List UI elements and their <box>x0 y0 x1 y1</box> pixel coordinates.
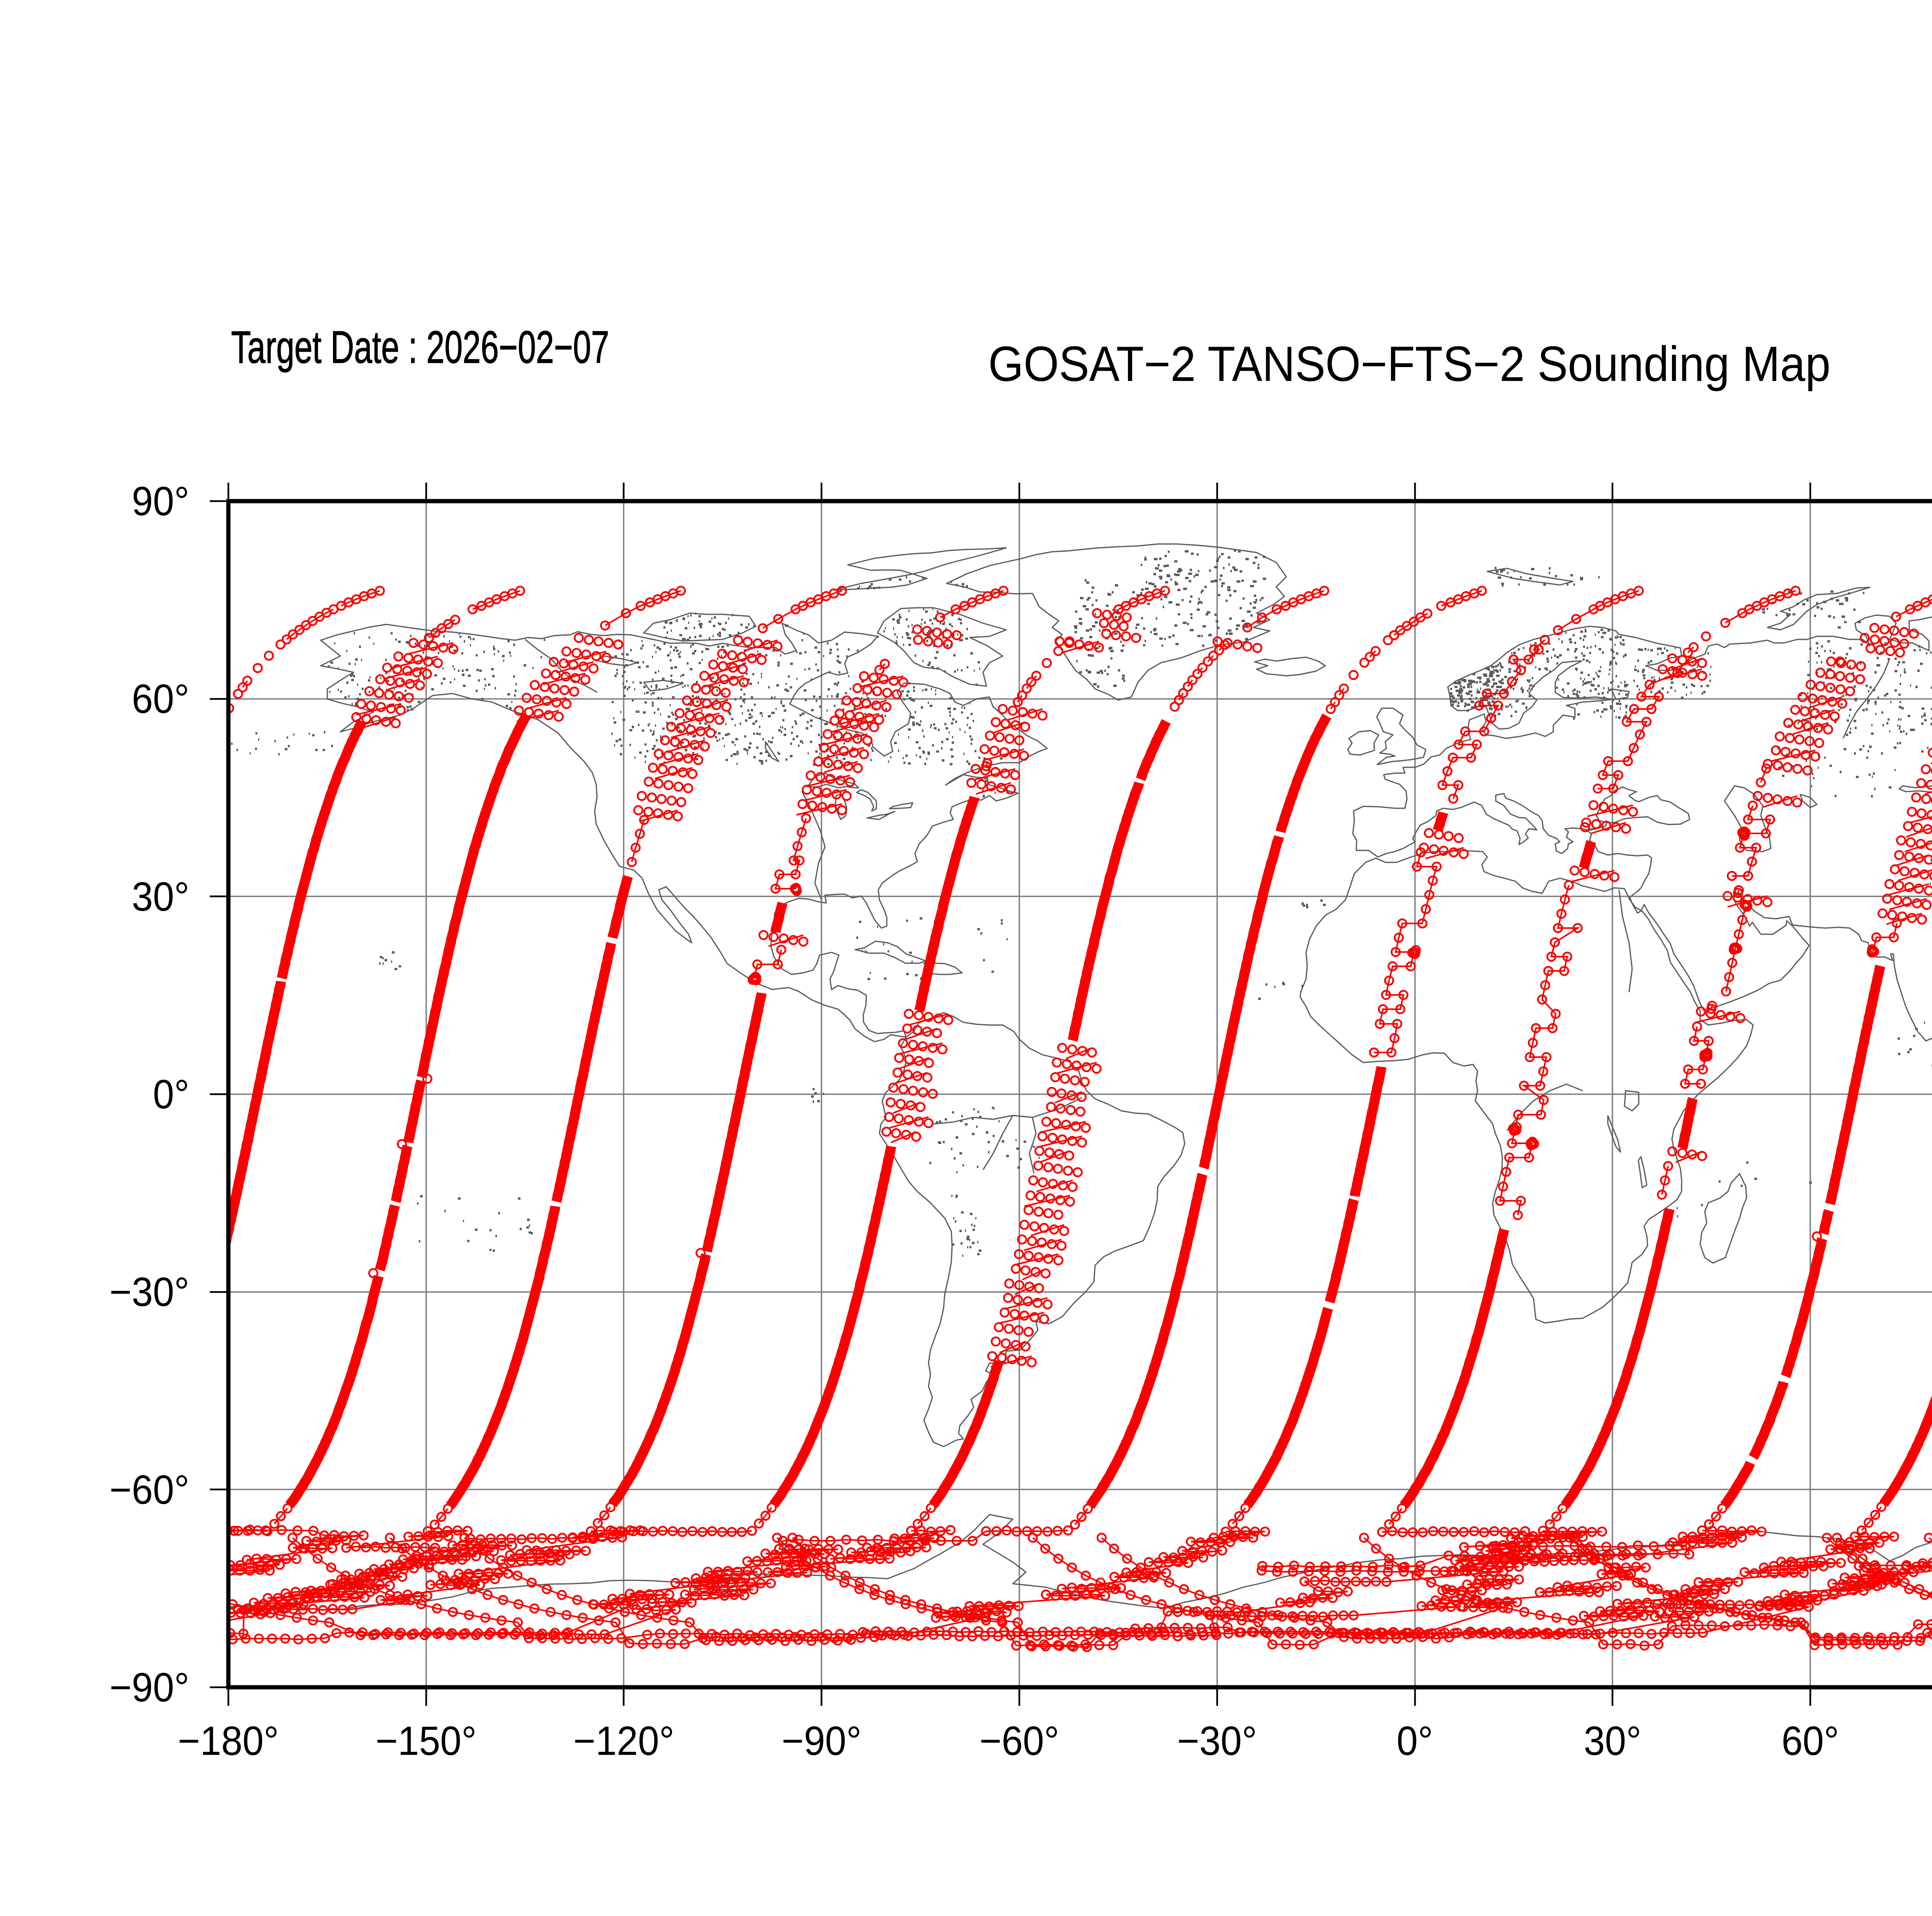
svg-text:GOSAT−2 TANSO−FTS−2 Sounding M: GOSAT−2 TANSO−FTS−2 Sounding Map <box>988 337 1831 392</box>
svg-text:30°: 30° <box>132 873 189 919</box>
svg-text:−90°: −90° <box>782 1718 862 1764</box>
svg-text:−60°: −60° <box>109 1466 189 1512</box>
svg-text:−180°: −180° <box>178 1718 279 1764</box>
svg-text:60°: 60° <box>1781 1718 1839 1764</box>
svg-text:60°: 60° <box>132 676 189 722</box>
svg-text:0°: 0° <box>153 1071 189 1117</box>
svg-text:−30°: −30° <box>1177 1718 1257 1764</box>
svg-text:90°: 90° <box>132 478 189 524</box>
svg-text:−90°: −90° <box>109 1664 189 1710</box>
svg-text:−30°: −30° <box>109 1269 189 1315</box>
svg-text:−120°: −120° <box>573 1718 674 1764</box>
svg-text:−150°: −150° <box>376 1718 476 1764</box>
svg-text:30°: 30° <box>1584 1718 1641 1764</box>
svg-text:Target Date : 2026−02−07: Target Date : 2026−02−07 <box>231 321 609 372</box>
svg-text:0°: 0° <box>1396 1718 1433 1764</box>
svg-text:−60°: −60° <box>980 1718 1060 1764</box>
